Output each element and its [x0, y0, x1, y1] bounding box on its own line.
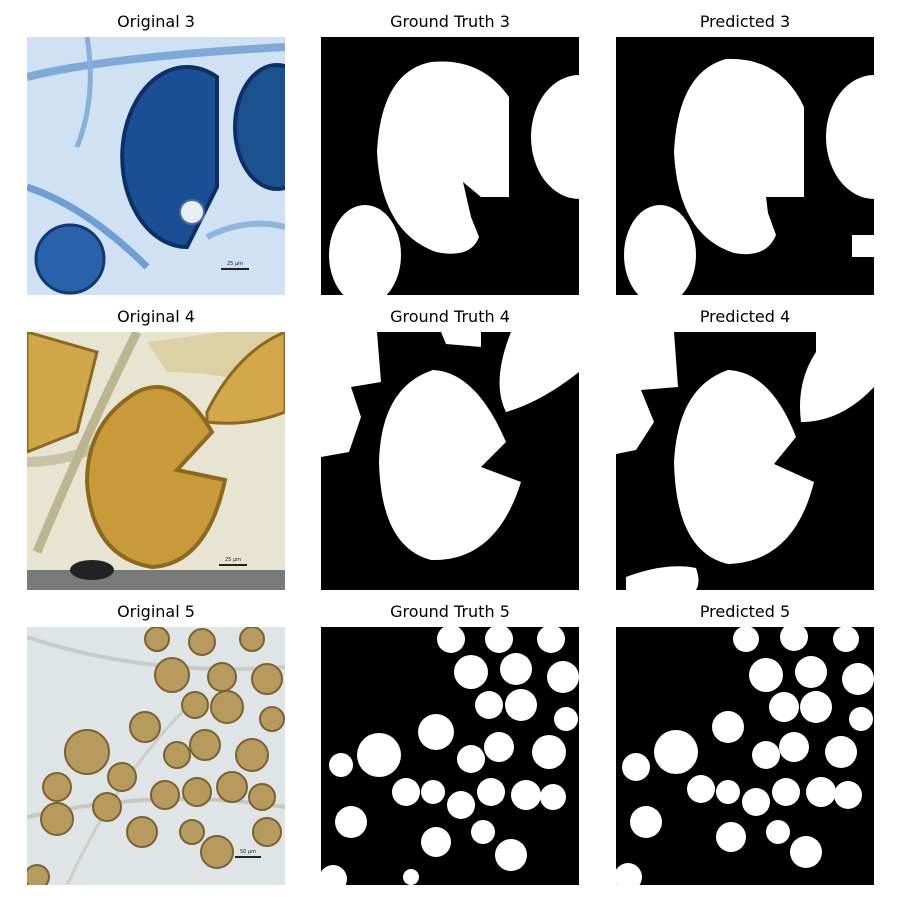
ground-truth-5-mask: [321, 627, 579, 885]
scale-bar-label: 25 µm: [227, 261, 243, 267]
ground-truth-3-title: Ground Truth 3: [390, 12, 510, 31]
scale-bar-label: 25 µm: [225, 557, 241, 563]
predicted-5-mask: [616, 627, 874, 885]
ground-truth-5-title: Ground Truth 5: [390, 602, 510, 621]
ground-truth-4-title: Ground Truth 4: [390, 307, 510, 326]
predicted-4-mask: [616, 332, 874, 590]
predicted-5-title: Predicted 5: [699, 602, 791, 621]
ground-truth-3-mask: [321, 37, 579, 295]
original-3-title: Original 3: [117, 12, 195, 31]
predicted-3-mask: [616, 37, 874, 295]
original-5-image: 50 µm: [27, 627, 285, 885]
original-3-image: 25 µm: [27, 37, 285, 295]
scale-bar-label: 50 µm: [240, 849, 256, 855]
original-5-title: Original 5: [117, 602, 195, 621]
original-4-image: 25 µm: [27, 332, 285, 590]
predicted-4-title: Predicted 4: [699, 307, 791, 326]
predicted-3-title: Predicted 3: [699, 12, 791, 31]
original-4-title: Original 4: [117, 307, 195, 326]
ground-truth-4-mask: [321, 332, 579, 590]
